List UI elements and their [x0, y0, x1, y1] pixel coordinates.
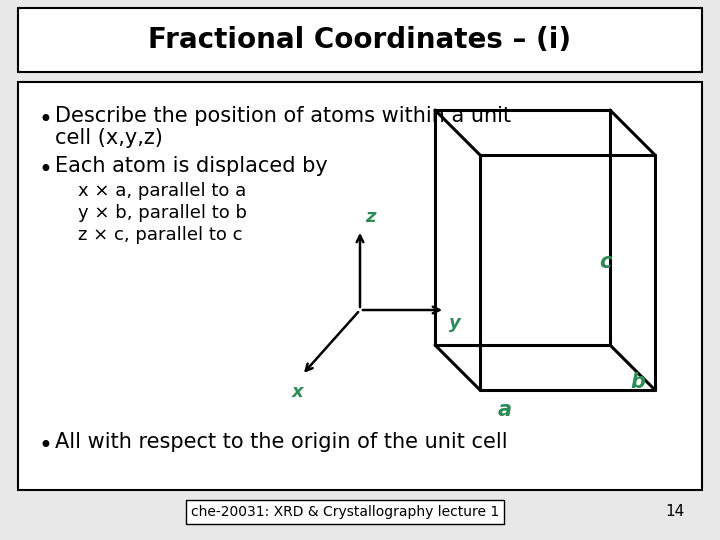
Text: •: •	[38, 158, 52, 182]
Text: •: •	[38, 434, 52, 458]
Text: Describe the position of atoms within a unit: Describe the position of atoms within a …	[55, 106, 511, 126]
Text: cell (x,y,z): cell (x,y,z)	[55, 128, 163, 148]
Text: y: y	[449, 314, 461, 332]
Text: z: z	[365, 208, 376, 226]
Text: Fractional Coordinates – (i): Fractional Coordinates – (i)	[148, 26, 572, 54]
Text: che-20031: XRD & Crystallography lecture 1: che-20031: XRD & Crystallography lecture…	[191, 505, 499, 519]
Text: •: •	[38, 108, 52, 132]
Text: z × c, parallel to c: z × c, parallel to c	[78, 226, 243, 244]
Text: x: x	[292, 383, 304, 401]
Text: a: a	[498, 400, 512, 420]
FancyBboxPatch shape	[18, 82, 702, 490]
Text: 14: 14	[665, 504, 685, 519]
Text: c: c	[599, 253, 611, 273]
Text: b: b	[630, 373, 645, 393]
FancyBboxPatch shape	[186, 500, 504, 524]
Text: Each atom is displaced by: Each atom is displaced by	[55, 156, 328, 176]
Text: All with respect to the origin of the unit cell: All with respect to the origin of the un…	[55, 432, 508, 452]
Text: x × a, parallel to a: x × a, parallel to a	[78, 182, 246, 200]
FancyBboxPatch shape	[18, 8, 702, 72]
Text: y × b, parallel to b: y × b, parallel to b	[78, 204, 247, 222]
